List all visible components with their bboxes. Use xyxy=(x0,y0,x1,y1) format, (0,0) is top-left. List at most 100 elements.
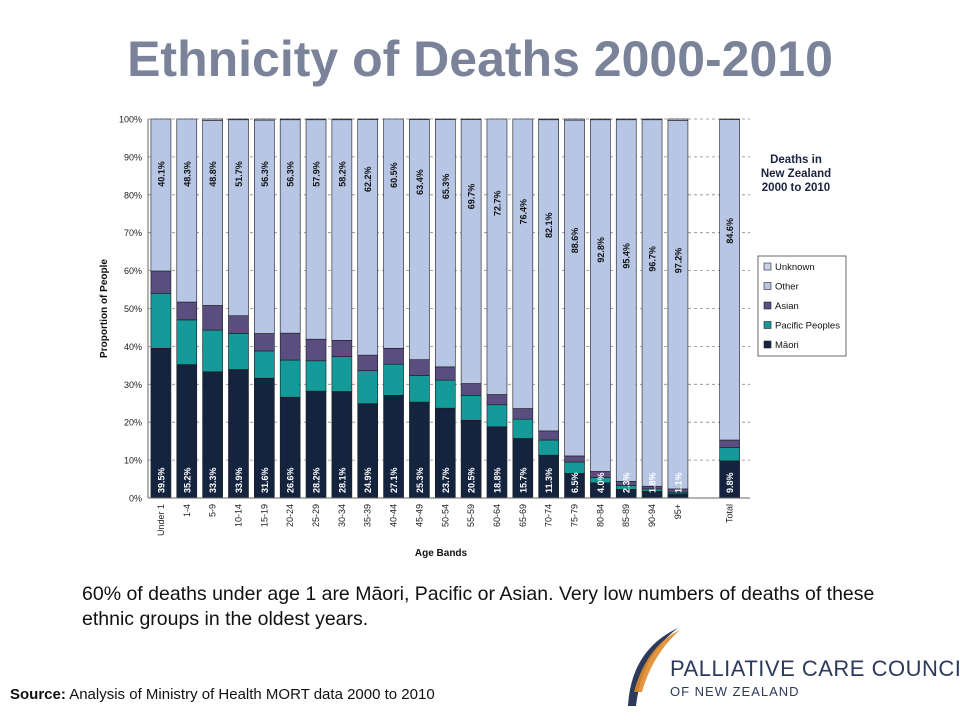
x-tick-label: 20-24 xyxy=(285,504,295,527)
maori-data-label: 20.5% xyxy=(467,467,477,493)
palliative-care-council-logo: PALLIATIVE CARE COUNCIL OF NEW ZEALAND xyxy=(620,622,960,708)
y-tick-label: 30% xyxy=(124,380,142,390)
bar-segment-asian xyxy=(228,315,249,334)
legend-swatch xyxy=(763,340,772,349)
source-label: Source: xyxy=(10,686,66,703)
x-axis-title: Age Bands xyxy=(415,548,468,559)
bar-segment-pacific-peoples xyxy=(357,370,379,404)
bar-segment-asian xyxy=(254,333,275,352)
other-data-label: 58.2% xyxy=(337,161,347,187)
other-data-label: 96.7% xyxy=(648,246,658,272)
x-tick-label: 25-29 xyxy=(311,504,321,527)
x-tick-label: 90-94 xyxy=(647,504,657,527)
legend-label: Unknown xyxy=(775,262,815,273)
bar-segment-asian xyxy=(176,301,198,321)
x-tick-label: 55-59 xyxy=(466,504,476,527)
bar-segment-other xyxy=(719,119,740,441)
maori-data-label: 33.3% xyxy=(208,467,218,493)
bar-segment-pacific-peoples xyxy=(331,356,353,392)
chart-title-line-3: 2000 to 2010 xyxy=(762,182,830,194)
other-data-label: 57.9% xyxy=(312,161,322,187)
bar-segment-asian xyxy=(150,270,172,294)
y-tick-label: 60% xyxy=(124,266,142,276)
x-tick-label: 10-14 xyxy=(233,504,243,527)
bar-segment-m-ori xyxy=(667,493,689,499)
bar-segment-unknown xyxy=(228,118,249,121)
legend-swatch xyxy=(763,262,772,271)
bar-segment-pacific-peoples xyxy=(202,329,223,373)
bar-segment-unknown xyxy=(564,118,585,121)
y-axis-title: Proportion of People xyxy=(99,259,110,358)
x-tick-label: Total xyxy=(725,504,735,523)
maori-data-label: 18.8% xyxy=(492,467,502,493)
maori-data-label: 4.0% xyxy=(596,472,606,493)
other-data-label: 97.2% xyxy=(673,248,683,274)
y-tick-label: 90% xyxy=(124,152,142,162)
maori-data-label: 35.2% xyxy=(182,467,192,493)
other-data-label: 65.3% xyxy=(441,174,451,200)
slide-title: Ethnicity of Deaths 2000-2010 xyxy=(127,31,833,87)
other-data-label: 48.3% xyxy=(182,161,192,187)
bar-segment-other xyxy=(460,119,482,384)
bar-segment-other xyxy=(615,119,637,482)
maori-data-label: 6.5% xyxy=(570,472,580,493)
bar-segment-pacific-peoples xyxy=(719,447,740,462)
y-tick-label: 40% xyxy=(124,342,142,352)
y-tick-label: 100% xyxy=(119,115,142,125)
other-data-label: 72.7% xyxy=(492,190,502,216)
y-tick-label: 20% xyxy=(124,418,142,428)
other-data-label: 76.4% xyxy=(518,199,528,225)
bar-segment-asian xyxy=(202,305,223,331)
x-tick-label: 15-19 xyxy=(259,504,269,527)
bar-segment-unknown xyxy=(254,118,275,121)
x-tick-label: 60-64 xyxy=(492,504,502,527)
maori-data-label: 28.2% xyxy=(312,467,322,493)
bar-segment-other xyxy=(641,119,663,487)
bar-segment-pacific-peoples xyxy=(538,439,559,456)
bar-segment-pacific-peoples xyxy=(512,418,534,439)
bar-segment-asian xyxy=(305,338,327,362)
x-tick-label: 45-49 xyxy=(414,504,424,527)
maori-data-label: 23.7% xyxy=(441,467,451,493)
bar-segment-unknown xyxy=(279,118,301,121)
x-tick-label: 85-89 xyxy=(621,504,631,527)
bar-segment-unknown xyxy=(538,118,559,121)
bar-segment-pacific-peoples xyxy=(176,319,198,365)
bar-segment-other xyxy=(486,118,508,395)
maori-data-label: 1.1% xyxy=(673,472,683,493)
x-tick-label: 70-74 xyxy=(544,504,554,527)
legend-swatch xyxy=(763,301,772,310)
bar-segment-asian xyxy=(719,439,740,448)
other-data-label: 84.6% xyxy=(725,218,735,244)
y-tick-label: 70% xyxy=(124,228,142,238)
bar-segment-other xyxy=(383,118,404,349)
logo-text-line-1: PALLIATIVE CARE COUNCIL xyxy=(670,656,960,681)
bar-segment-unknown xyxy=(641,118,663,121)
y-tick-label: 50% xyxy=(124,304,142,314)
x-tick-label: 75-79 xyxy=(570,504,580,527)
y-tick-label: 0% xyxy=(129,494,142,504)
bar-segment-pacific-peoples xyxy=(460,395,482,421)
x-tick-label: 95+ xyxy=(673,504,683,519)
bar-segment-other xyxy=(150,118,172,272)
maori-data-label: 33.9% xyxy=(234,467,244,493)
bar-segment-pacific-peoples xyxy=(434,379,456,409)
maori-data-label: 27.1% xyxy=(389,467,399,493)
bar-segment-other xyxy=(228,119,249,317)
bar-segment-asian xyxy=(383,347,404,365)
other-data-label: 62.2% xyxy=(363,167,373,193)
maori-data-label: 39.5% xyxy=(156,467,166,493)
data-label-layer: 39.5% 40.1% 35.2% 48.3% 33.3% 48.8% 33.9% 51.7%… xyxy=(156,161,735,493)
bar-segment-pacific-peoples xyxy=(228,333,249,370)
bar-segment-asian xyxy=(460,383,482,396)
legend-label: Other xyxy=(775,282,799,293)
legend-label: Māori xyxy=(775,340,799,351)
logo-text-line-2: OF NEW ZEALAND xyxy=(670,684,800,699)
bar-segment-asian xyxy=(357,354,379,371)
bar-segment-pacific-peoples xyxy=(279,359,301,398)
other-data-label: 95.4% xyxy=(622,243,632,269)
bar-segment-other xyxy=(254,119,275,334)
bar-segment-asian xyxy=(331,340,353,357)
bar-segment-other xyxy=(202,120,223,306)
